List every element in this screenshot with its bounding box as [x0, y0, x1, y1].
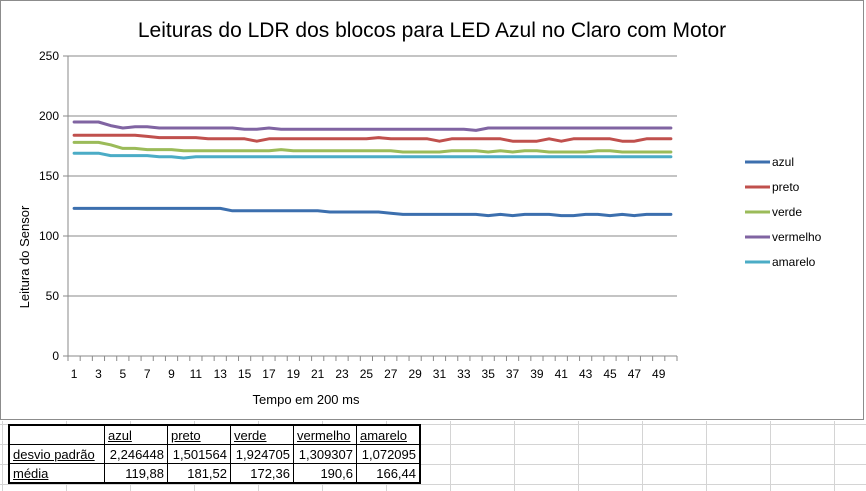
table-header-row: azul preto verde vermelho amarelo: [9, 425, 420, 445]
x-tick-label: 31: [433, 367, 447, 381]
x-tick-label: 23: [335, 367, 349, 381]
y-tick-label: 200: [39, 109, 59, 123]
cell-desvio-preto[interactable]: 1,501564: [167, 444, 231, 464]
x-tick-label: 35: [482, 367, 496, 381]
x-tick-label: 41: [555, 367, 569, 381]
y-tick-label: 250: [39, 49, 59, 63]
x-tick-label: 49: [652, 367, 666, 381]
y-tick-label: 0: [52, 349, 59, 363]
x-tick-label: 1: [71, 367, 78, 381]
cell-media-azul[interactable]: 119,88: [104, 463, 168, 483]
chart-area[interactable]: [0, 0, 864, 420]
stats-table: azul preto verde vermelho amarelo desvio…: [8, 424, 421, 484]
chart-title: Leituras do LDR dos blocos para LED Azul…: [138, 19, 726, 42]
x-tick-label: 3: [95, 367, 102, 381]
series-line-preto: [72, 133, 673, 143]
x-tick-label: 45: [603, 367, 617, 381]
table-row: média 119,88 181,52 172,36 190,6 166,44: [9, 463, 420, 483]
x-tick-label: 11: [190, 367, 203, 381]
x-tick-label: 19: [287, 367, 301, 381]
cell-media-vermelho[interactable]: 190,6: [293, 463, 357, 483]
y-tick-label: 100: [39, 229, 59, 243]
x-tick-label: 33: [457, 367, 471, 381]
x-tick-label: 13: [214, 367, 228, 381]
gridlines: [68, 55, 677, 297]
cell-desvio-amarelo[interactable]: 1,072095: [356, 444, 420, 464]
cell-desvio-vermelho[interactable]: 1,309307: [293, 444, 357, 464]
legend-label-verde: verde: [772, 205, 802, 219]
cell-media-preto[interactable]: 181,52: [167, 463, 231, 483]
line-chart: Leituras do LDR dos blocos para LED Azul…: [17, 19, 822, 407]
y-axis-title: Leitura do Sensor: [17, 205, 32, 308]
table-row: desvio padrão 2,246448 1,501564 1,924705…: [9, 444, 420, 464]
x-tick-label: 43: [579, 367, 593, 381]
x-tick-label: 29: [408, 367, 422, 381]
row-label-media[interactable]: média: [13, 465, 49, 481]
x-tick-label: 37: [506, 367, 520, 381]
x-tick-label: 17: [262, 367, 276, 381]
x-tick-label: 47: [628, 367, 642, 381]
cell-desvio-azul[interactable]: 2,246448: [104, 444, 168, 464]
x-tick-label: 7: [144, 367, 151, 381]
table-corner-cell[interactable]: [9, 425, 105, 445]
cell-desvio-verde[interactable]: 1,924705: [230, 444, 294, 464]
x-tick-label: 5: [119, 367, 126, 381]
legend[interactable]: azul preto verde vermelho amarelo: [745, 155, 822, 269]
plot-area: [72, 120, 673, 218]
series-line-amarelo: [72, 151, 673, 160]
legend-label-preto: preto: [772, 180, 800, 194]
y-tick-label: 150: [39, 169, 59, 183]
col-header-vermelho[interactable]: vermelho: [293, 425, 357, 445]
cell-media-amarelo[interactable]: 166,44: [356, 463, 420, 483]
x-tick-label: 21: [311, 367, 325, 381]
series-line-azul: [72, 206, 673, 218]
y-tick-label: 50: [46, 289, 60, 303]
x-axis-title: Tempo em 200 ms: [253, 392, 360, 407]
legend-label-vermelho: vermelho: [772, 230, 822, 244]
legend-label-amarelo: amarelo: [772, 255, 816, 269]
col-header-amarelo[interactable]: amarelo: [356, 425, 420, 445]
x-tick-label: 9: [168, 367, 175, 381]
x-tick-label: 39: [530, 367, 544, 381]
cell-media-verde[interactable]: 172,36: [230, 463, 294, 483]
series-line-verde: [72, 140, 673, 154]
x-tick-label: 27: [384, 367, 398, 381]
series-line-vermelho: [72, 120, 673, 132]
row-label-desvio[interactable]: desvio padrão: [9, 444, 105, 464]
col-header-verde[interactable]: verde: [230, 425, 294, 445]
col-header-azul[interactable]: azul: [104, 425, 168, 445]
legend-label-azul: azul: [772, 155, 794, 169]
x-tick-label: 15: [238, 367, 252, 381]
x-tick-label: 25: [360, 367, 374, 381]
col-header-preto[interactable]: preto: [167, 425, 231, 445]
